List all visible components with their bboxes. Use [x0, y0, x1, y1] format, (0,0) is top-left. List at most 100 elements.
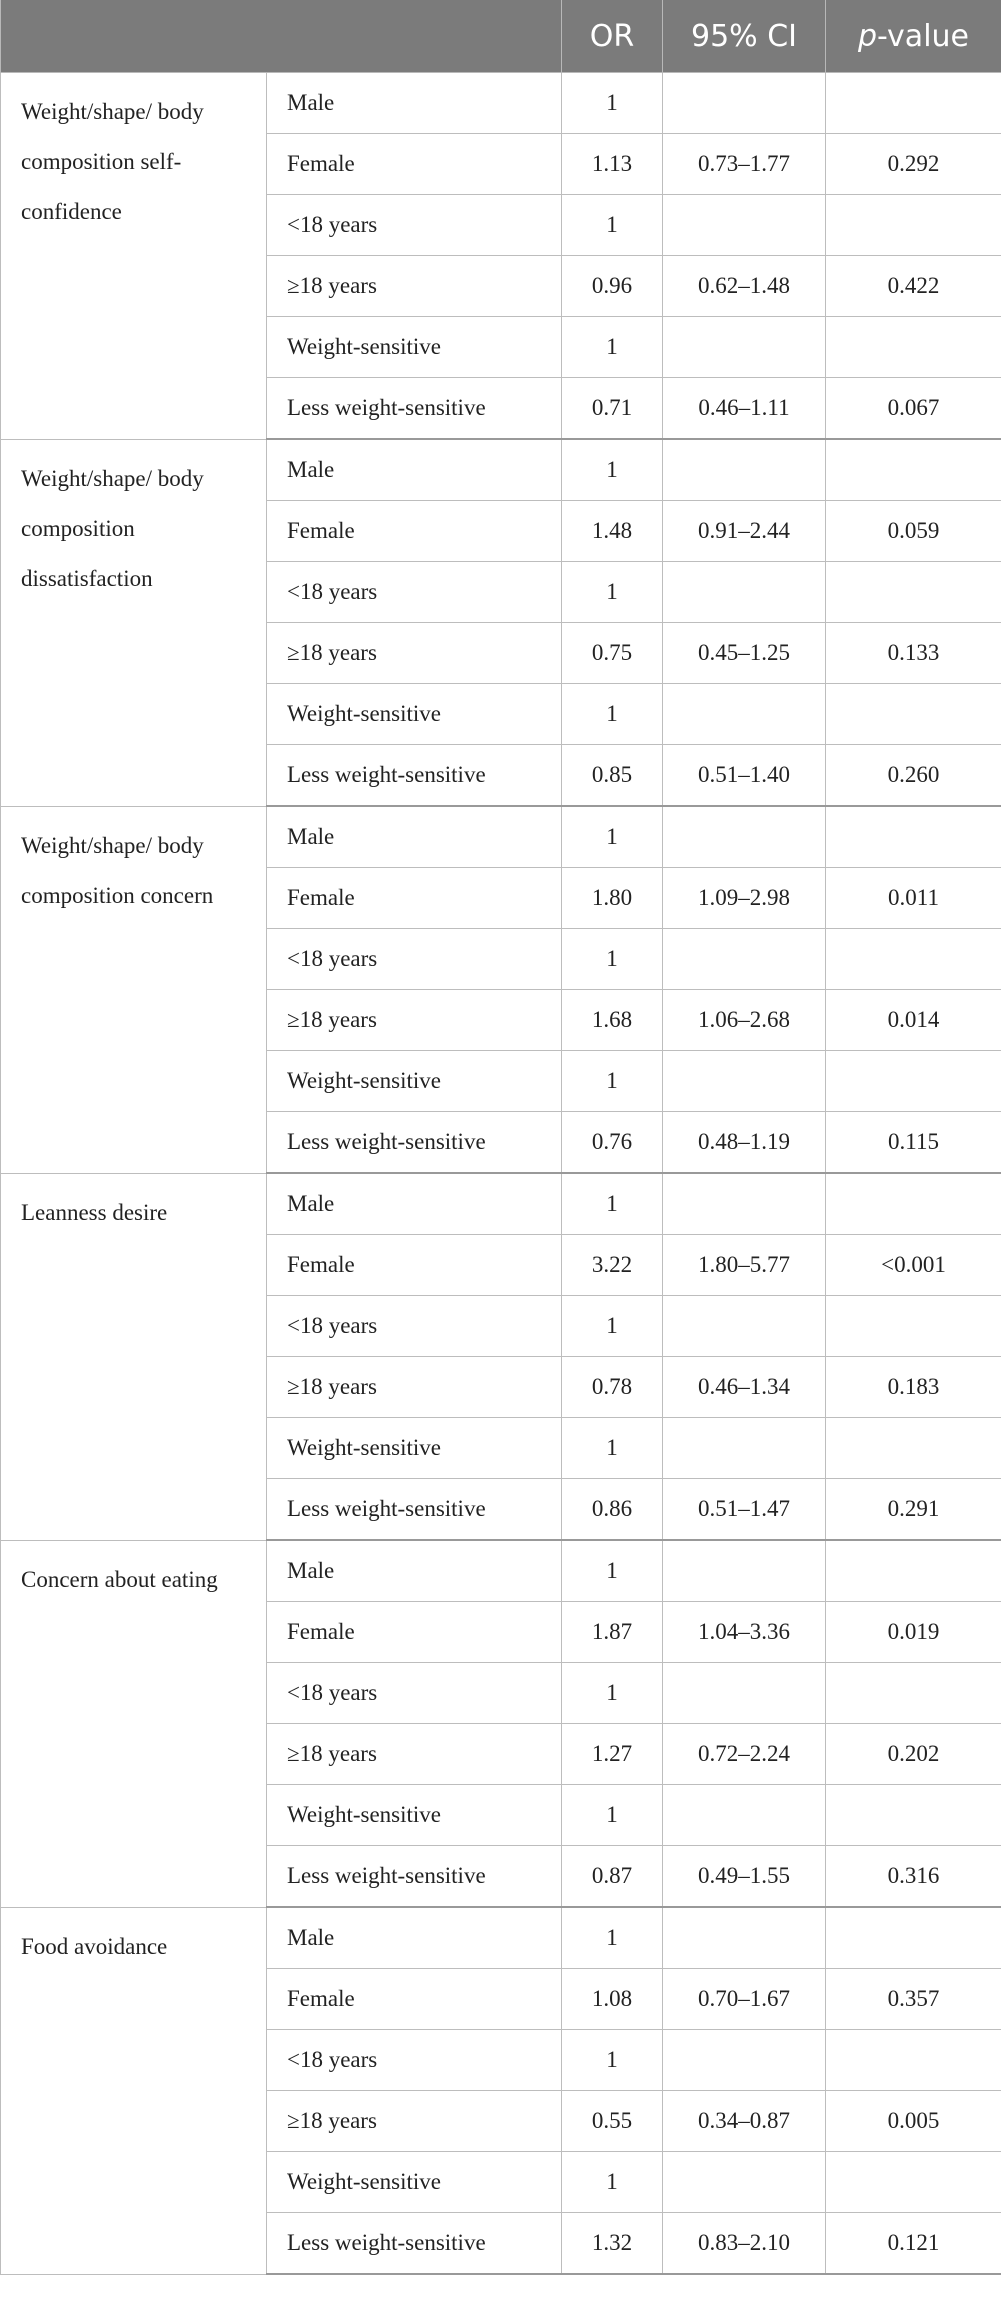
table-row: Weight-sensitive 1: [1, 316, 1001, 378]
p-cell: 0.316: [825, 1845, 1001, 1908]
or-cell: 0.86: [561, 1478, 663, 1541]
ci-cell: 0.49–1.55: [662, 1845, 826, 1908]
p-cell: 0.005: [825, 2090, 1001, 2152]
or-cell: 1: [561, 683, 663, 745]
or-cell: 0.78: [561, 1356, 663, 1418]
subgroup: Less weight-sensitive: [266, 2212, 562, 2275]
ci-cell: [662, 1172, 826, 1235]
p-cell: 0.357: [825, 1968, 1001, 2030]
table-body: Weight/shape/ body composition self-conf…: [0, 72, 1001, 2275]
or-cell: 0.85: [561, 744, 663, 807]
or-cell: 1.27: [561, 1723, 663, 1785]
table-row: Female 1.08 0.70–1.67 0.357: [1, 1968, 1001, 2030]
subgroup: Male: [266, 1906, 562, 1969]
subgroup: Female: [266, 500, 562, 562]
table-row: Less weight-sensitive 0.76 0.48–1.19 0.115: [1, 1111, 1001, 1174]
p-cell: 0.059: [825, 500, 1001, 562]
ci-cell: 1.09–2.98: [662, 867, 826, 929]
table-row: Weight-sensitive 1: [1, 2151, 1001, 2213]
ci-cell: [662, 1662, 826, 1724]
or-cell: 1: [561, 805, 663, 868]
or-cell: 1: [561, 1539, 663, 1602]
subgroup: Male: [266, 1539, 562, 1602]
table-row: Weight-sensitive 1: [1, 683, 1001, 745]
p-cell: 0.067: [825, 377, 1001, 440]
or-cell: 1: [561, 2029, 663, 2091]
or-cell: 1.68: [561, 989, 663, 1051]
p-cell: 0.291: [825, 1478, 1001, 1541]
group-label: Weight/shape/ body composition dissatisf…: [0, 438, 267, 807]
p-cell: [825, 928, 1001, 990]
subgroup: Weight-sensitive: [266, 1784, 562, 1846]
table-row: <18 years 1: [1, 1662, 1001, 1724]
ci-cell: 0.45–1.25: [662, 622, 826, 684]
subgroup: Less weight-sensitive: [266, 1845, 562, 1908]
subgroup: Male: [266, 805, 562, 868]
table-row: Weight-sensitive 1: [1, 1417, 1001, 1479]
p-cell: 0.014: [825, 989, 1001, 1051]
ci-cell: [662, 1906, 826, 1969]
table-row: ≥18 years 0.55 0.34–0.87 0.005: [1, 2090, 1001, 2152]
or-cell: 1: [561, 561, 663, 623]
or-cell: 1: [561, 72, 663, 134]
group-label: Leanness desire: [0, 1172, 267, 1541]
header-ci: 95% CI: [662, 0, 826, 73]
ci-cell: [662, 1050, 826, 1112]
ci-cell: 0.72–2.24: [662, 1723, 826, 1785]
subgroup: Weight-sensitive: [266, 2151, 562, 2213]
table-row: Weight-sensitive 1: [1, 1050, 1001, 1112]
table-row: Less weight-sensitive 0.71 0.46–1.11 0.067: [1, 377, 1001, 440]
header-p-rest: -value: [877, 18, 969, 54]
p-cell: <0.001: [825, 1234, 1001, 1296]
p-cell: [825, 1784, 1001, 1846]
or-cell: 1.32: [561, 2212, 663, 2275]
ci-cell: 0.62–1.48: [662, 255, 826, 317]
p-cell: 0.260: [825, 744, 1001, 807]
subgroup: ≥18 years: [266, 622, 562, 684]
p-cell: [825, 683, 1001, 745]
table-row: Female 1.48 0.91–2.44 0.059: [1, 500, 1001, 562]
subgroup: ≥18 years: [266, 1356, 562, 1418]
subgroup: <18 years: [266, 1295, 562, 1357]
subgroup: Male: [266, 72, 562, 134]
table-row: Weight/shape/ body composition self-conf…: [0, 72, 1001, 440]
p-cell: 0.115: [825, 1111, 1001, 1174]
or-cell: 0.76: [561, 1111, 663, 1174]
p-cell: 0.011: [825, 867, 1001, 929]
ci-cell: 1.06–2.68: [662, 989, 826, 1051]
group-label: Food avoidance: [0, 1906, 267, 2275]
p-cell: [825, 1417, 1001, 1479]
ci-cell: 0.34–0.87: [662, 2090, 826, 2152]
table-row: Less weight-sensitive 0.85 0.51–1.40 0.260: [1, 744, 1001, 807]
subgroup: <18 years: [266, 928, 562, 990]
group-label: Weight/shape/ body composition self-conf…: [0, 72, 267, 440]
ci-cell: 0.46–1.34: [662, 1356, 826, 1418]
or-cell: 1: [561, 316, 663, 378]
ci-cell: [662, 1539, 826, 1602]
p-cell: [825, 1295, 1001, 1357]
subgroup: Weight-sensitive: [266, 683, 562, 745]
p-cell: [825, 1172, 1001, 1235]
p-cell: [825, 316, 1001, 378]
table-row: Concern about eating Male 1: [0, 1539, 1001, 1908]
p-cell: [825, 1662, 1001, 1724]
subgroup: Less weight-sensitive: [266, 377, 562, 440]
header-p: p-value: [825, 0, 1001, 73]
p-cell: 0.133: [825, 622, 1001, 684]
ci-cell: [662, 561, 826, 623]
ci-cell: 0.46–1.11: [662, 377, 826, 440]
subgroup: Female: [266, 867, 562, 929]
or-cell: 1: [561, 1417, 663, 1479]
p-cell: 0.202: [825, 1723, 1001, 1785]
p-cell: 0.019: [825, 1601, 1001, 1663]
subgroup: Weight-sensitive: [266, 316, 562, 378]
header-or: OR: [561, 0, 663, 73]
group-label: Weight/shape/ body composition concern: [0, 805, 267, 1174]
p-cell: 0.422: [825, 255, 1001, 317]
p-cell: [825, 2151, 1001, 2213]
table-row: <18 years 1: [1, 2029, 1001, 2091]
ci-cell: 0.48–1.19: [662, 1111, 826, 1174]
ci-cell: 1.80–5.77: [662, 1234, 826, 1296]
subgroup: Male: [266, 438, 562, 501]
